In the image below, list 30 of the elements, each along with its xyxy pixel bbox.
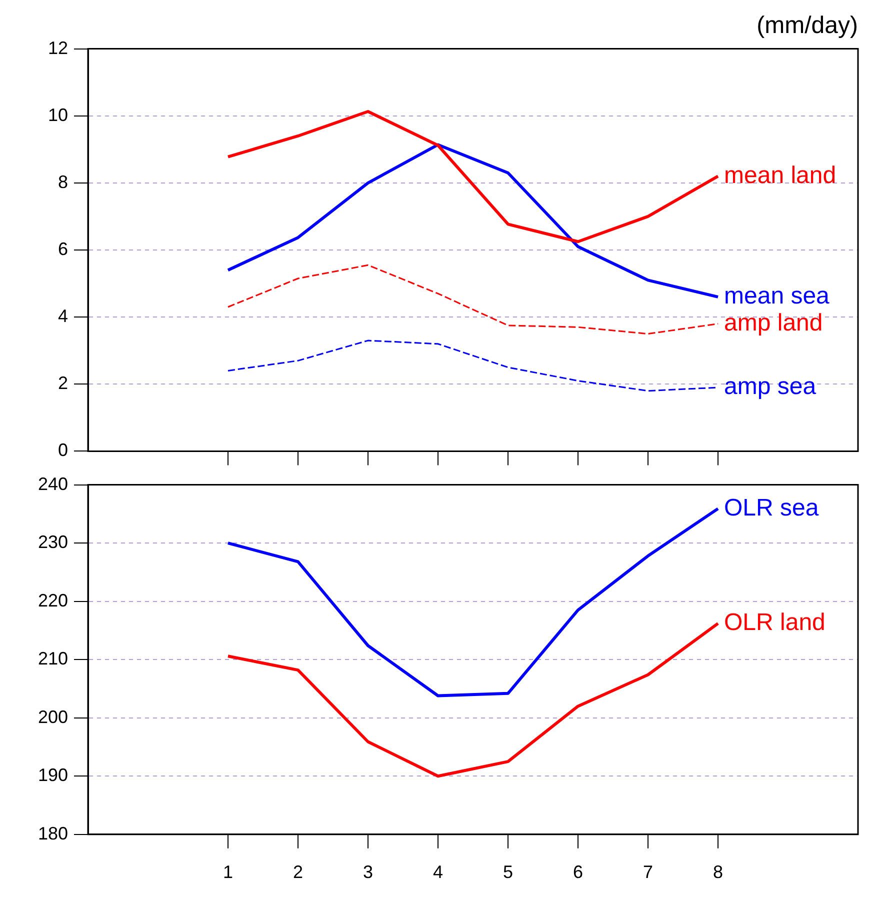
x-tick-label: 7 — [642, 862, 654, 882]
y-tick-label: 230 — [38, 532, 68, 552]
x-tick-label: 8 — [712, 862, 724, 882]
y-tick-label: 8 — [58, 172, 68, 192]
line-series — [227, 264, 719, 335]
series-label: mean land — [724, 162, 836, 189]
y-tick-label: 12 — [48, 38, 68, 58]
y-tick-label: 2 — [58, 373, 68, 394]
x-tick-label: 6 — [572, 862, 584, 882]
chart-title: (mm/day) — [756, 12, 858, 40]
y-tick-label: 190 — [38, 765, 68, 786]
series-label: mean sea — [724, 282, 830, 310]
y-tick-label: 10 — [48, 104, 68, 125]
series-label: amp land — [724, 309, 823, 336]
series-label: amp sea — [724, 373, 817, 400]
y-tick-label: 200 — [38, 706, 68, 727]
y-tick-label: 0 — [58, 440, 68, 460]
x-tick-label: 1 — [222, 862, 234, 882]
y-tick-label: 6 — [58, 238, 68, 259]
series-label: OLR land — [724, 609, 826, 636]
x-tick-label: 5 — [502, 862, 514, 882]
y-tick-label: 210 — [38, 648, 68, 669]
x-tick-label: 3 — [362, 862, 374, 882]
x-tick-label: 4 — [432, 862, 444, 882]
y-tick-label: 220 — [38, 590, 68, 610]
y-tick-label: 4 — [58, 306, 68, 326]
x-tick-label: 2 — [292, 862, 304, 882]
series-label: OLR sea — [724, 494, 820, 522]
y-tick-label: 180 — [38, 823, 68, 844]
y-tick-label: 240 — [38, 474, 68, 494]
